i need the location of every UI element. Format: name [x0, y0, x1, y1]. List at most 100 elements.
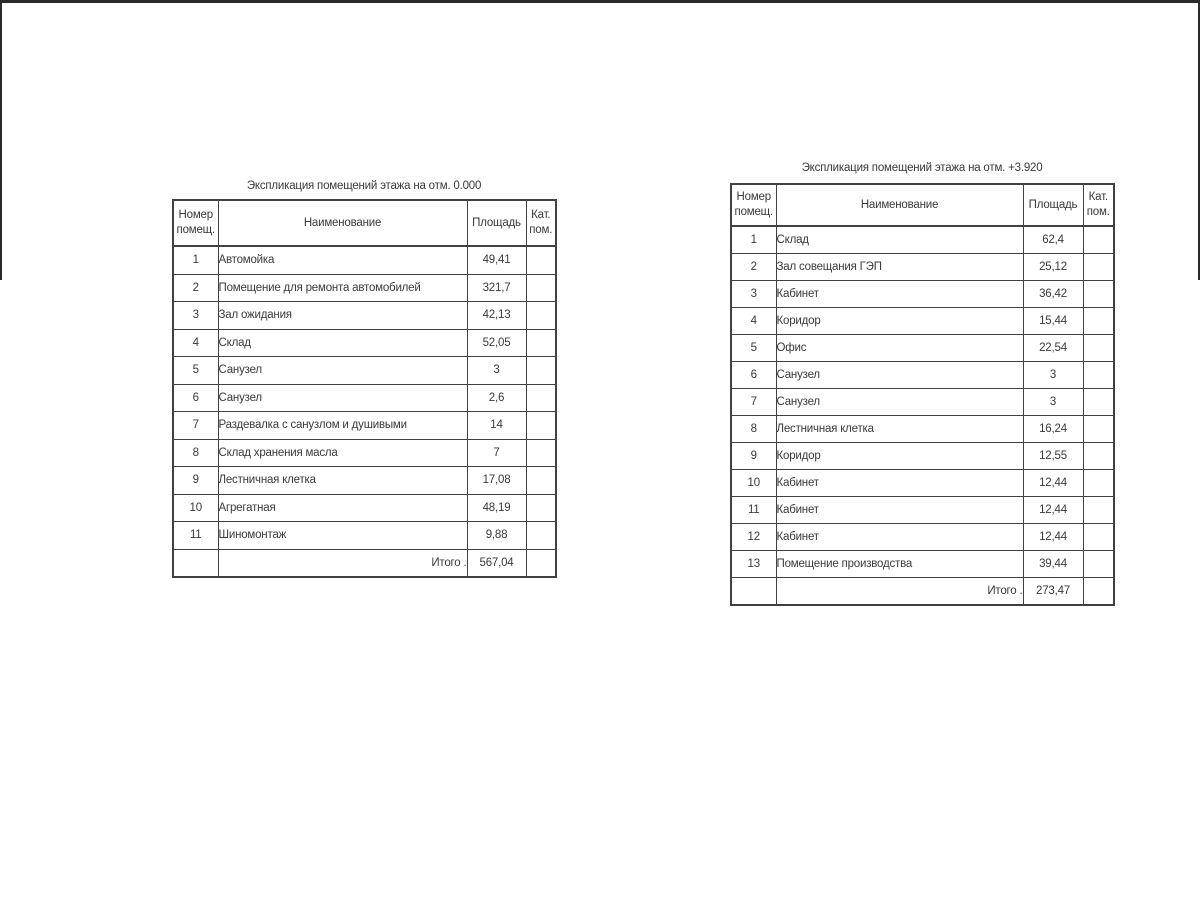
room-number: 4: [172, 328, 219, 357]
room-category: [1082, 523, 1115, 551]
room-category: [525, 273, 557, 302]
room-category: [1082, 280, 1115, 308]
room-category: [525, 438, 557, 467]
table-row: 1 Автомойка 49,41: [172, 245, 557, 275]
total-area-value: 567,04: [466, 548, 527, 578]
room-category: [1082, 469, 1115, 497]
room-category: [525, 383, 557, 412]
room-name: Коридор: [775, 307, 1024, 335]
table-row: 8 Склад хранения масла 7: [172, 438, 557, 467]
room-name: Кабинет: [775, 280, 1024, 308]
table-row: 11 Шиномонтаж 9,88: [172, 521, 557, 550]
room-number: 1: [172, 245, 219, 275]
page-edge-right-line: [1198, 0, 1200, 280]
room-number: 3: [172, 301, 219, 330]
room-name: Офис: [775, 334, 1024, 362]
table-row: 7 Раздевалка с санузлом и душивыми 14: [172, 411, 557, 440]
room-area: 25,12: [1022, 253, 1084, 281]
table-row: 1 Склад 62,4: [730, 225, 1115, 254]
room-category: [525, 521, 557, 550]
room-area: 12,44: [1022, 469, 1084, 497]
room-name: Лестничная клетка: [217, 466, 468, 495]
room-number: 8: [172, 438, 219, 467]
room-name: Склад: [217, 328, 468, 357]
room-name: Автомойка: [217, 245, 468, 275]
explication-table-level-3920: Номер помещ. Наименование Площадь Кат. п…: [730, 183, 1115, 606]
table-row: 5 Офис 22,54: [730, 334, 1115, 362]
room-number: 12: [730, 523, 777, 551]
room-category: [525, 356, 557, 385]
room-area: 3: [1022, 388, 1084, 416]
room-name: Лестничная клетка: [775, 415, 1024, 443]
room-category: [525, 245, 557, 275]
room-number: 6: [172, 383, 219, 412]
room-number: 11: [730, 496, 777, 524]
table-row: 2 Помещение для ремонта автомобилей 321,…: [172, 273, 557, 302]
room-name: Помещение для ремонта автомобилей: [217, 273, 468, 302]
room-name: Склад: [775, 225, 1024, 254]
table-row: 8 Лестничная клетка 16,24: [730, 415, 1115, 443]
total-row-empty-cell: [525, 548, 557, 578]
room-area: 9,88: [466, 521, 527, 550]
room-category: [1082, 415, 1115, 443]
column-header-category: Кат. пом.: [1082, 183, 1115, 227]
room-name: Кабинет: [775, 469, 1024, 497]
column-header-area: Площадь: [466, 199, 527, 247]
room-name: Санузел: [775, 388, 1024, 416]
room-area: 48,19: [466, 493, 527, 522]
room-area: 16,24: [1022, 415, 1084, 443]
room-number: 8: [730, 415, 777, 443]
table-row: 9 Лестничная клетка 17,08: [172, 466, 557, 495]
room-number: 7: [172, 411, 219, 440]
table-row: 3 Зал ожидания 42,13: [172, 301, 557, 330]
table-header-row: Номер помещ. Наименование Площадь Кат. п…: [730, 183, 1115, 227]
room-name: Шиномонтаж: [217, 521, 468, 550]
room-area: 17,08: [466, 466, 527, 495]
room-area: 12,44: [1022, 523, 1084, 551]
room-category: [1082, 496, 1115, 524]
room-area: 42,13: [466, 301, 527, 330]
room-name: Раздевалка с санузлом и душивыми: [217, 411, 468, 440]
room-name: Зал ожидания: [217, 301, 468, 330]
room-name: Коридор: [775, 442, 1024, 470]
room-number: 6: [730, 361, 777, 389]
room-number: 9: [730, 442, 777, 470]
table-row: 3 Кабинет 36,42: [730, 280, 1115, 308]
room-area: 52,05: [466, 328, 527, 357]
total-row: Итого . 567,04: [172, 548, 557, 578]
room-name: Кабинет: [775, 523, 1024, 551]
table-row: 10 Кабинет 12,44: [730, 469, 1115, 497]
room-number: 2: [730, 253, 777, 281]
room-area: 3: [466, 356, 527, 385]
room-category: [1082, 388, 1115, 416]
room-name: Зал совещания ГЭП: [775, 253, 1024, 281]
room-number: 5: [730, 334, 777, 362]
column-header-area: Площадь: [1022, 183, 1084, 227]
room-number: 5: [172, 356, 219, 385]
table-header-row: Номер помещ. Наименование Площадь Кат. п…: [172, 199, 557, 247]
room-number: 1: [730, 225, 777, 254]
table-row: 5 Санузел 3: [172, 356, 557, 385]
room-name: Санузел: [217, 356, 468, 385]
room-area: 39,44: [1022, 550, 1084, 578]
table-row: 6 Санузел 3: [730, 361, 1115, 389]
room-number: 7: [730, 388, 777, 416]
table-row: 4 Склад 52,05: [172, 328, 557, 357]
table-row: 6 Санузел 2,6: [172, 383, 557, 412]
column-header-room-name: Наименование: [775, 183, 1024, 227]
room-name: Санузел: [217, 383, 468, 412]
total-area-value: 273,47: [1022, 577, 1084, 606]
room-area: 321,7: [466, 273, 527, 302]
room-category: [525, 301, 557, 330]
room-area: 36,42: [1022, 280, 1084, 308]
room-number: 2: [172, 273, 219, 302]
room-number: 11: [172, 521, 219, 550]
column-header-room-number: Номер помещ.: [172, 199, 219, 247]
room-area: 12,55: [1022, 442, 1084, 470]
page-edge-top-line: [0, 0, 1200, 3]
table-title-level-0000: Экспликация помещений этажа на отм. 0.00…: [246, 180, 482, 192]
table-row: 10 Агрегатная 48,19: [172, 493, 557, 522]
total-row-empty-cell: [730, 577, 777, 606]
room-category: [525, 466, 557, 495]
